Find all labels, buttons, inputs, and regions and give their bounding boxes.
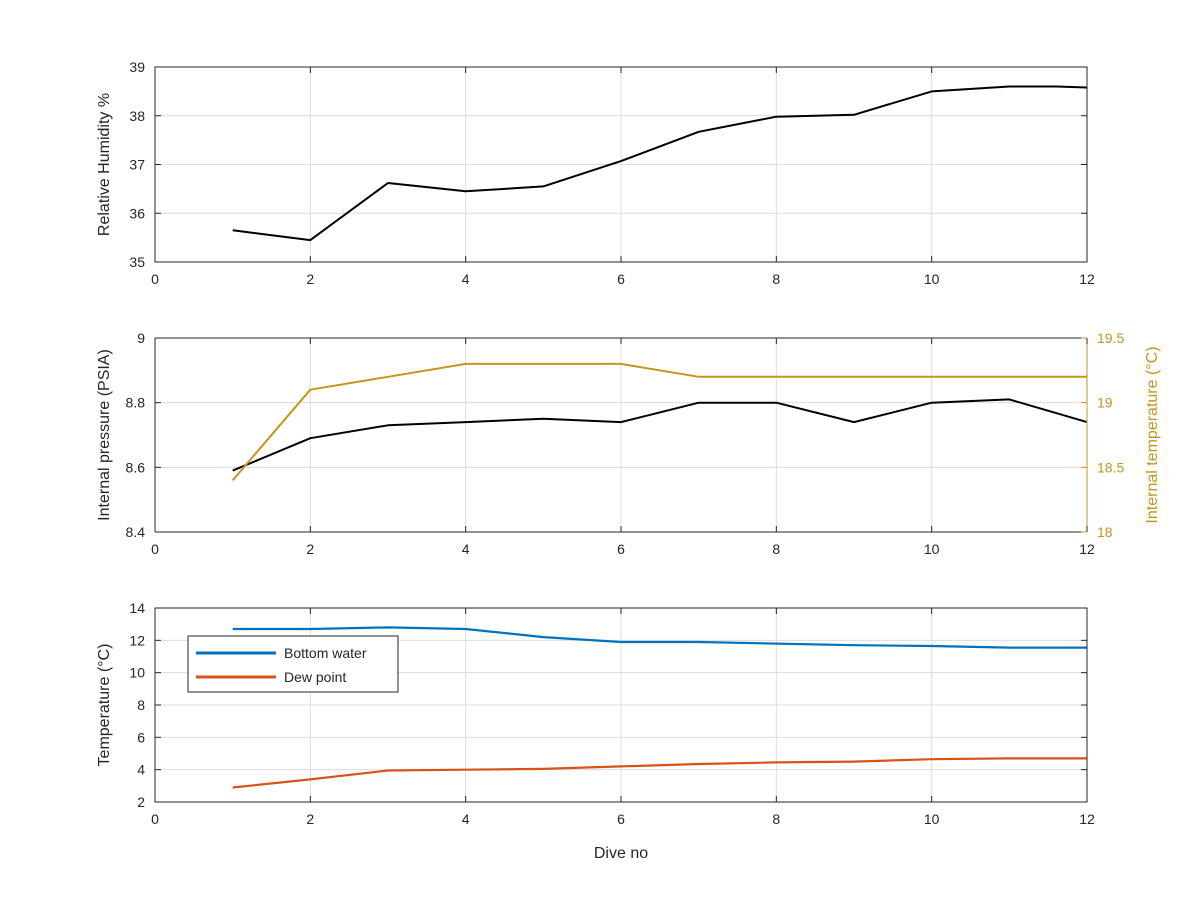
x-tick-label: 8: [772, 811, 780, 827]
x-tick-label: 10: [924, 271, 940, 287]
y-axis-label: Internal pressure (PSIA): [96, 349, 113, 521]
x-tick-label: 4: [462, 811, 470, 827]
y-tick-label: 36: [129, 205, 145, 221]
x-tick-label: 10: [924, 811, 940, 827]
x-tick-label: 12: [1079, 811, 1095, 827]
series-line-dew-point: [232, 757, 1087, 789]
y-tick-label: 8.6: [126, 459, 146, 475]
x-tick-label: 6: [617, 811, 625, 827]
y2-tick-label: 19.5: [1097, 330, 1124, 346]
x-axis-label: Dive no: [594, 845, 648, 862]
subplot-2: 0 2 4 6 8 10 12 8.4 8.6 8.8 9 18 18.5 19 19.5 Internal …: [96, 330, 1161, 557]
y-tick-label: 8: [137, 697, 145, 713]
y-tick-label: 35: [129, 254, 145, 270]
y-tick-label: 2: [137, 794, 145, 810]
legend-entry: Dew point: [284, 669, 346, 685]
x-tick-label: 10: [924, 541, 940, 557]
y2-tick-label: 18: [1097, 524, 1113, 540]
x-tick-label: 0: [151, 811, 159, 827]
series-line-bottom-water: [232, 626, 1087, 649]
y-tick-label: 9: [137, 330, 145, 346]
x-tick-label: 4: [462, 541, 470, 557]
y-tick-label: 14: [129, 600, 145, 616]
x-tick-label: 8: [772, 271, 780, 287]
x-tick-label: 2: [306, 541, 314, 557]
series-line-2: [231, 362, 1087, 481]
y-tick-label: 12: [129, 632, 145, 648]
y-axis-label: Relative Humidity %: [96, 93, 113, 236]
y-tick-label: 38: [129, 108, 145, 124]
x-tick-label: 6: [617, 541, 625, 557]
legend-box: [187, 635, 399, 693]
x-tick-label: 12: [1079, 541, 1095, 557]
legend-entry: Bottom water: [284, 645, 367, 661]
series-line-1: [232, 398, 1088, 472]
subplot-1: 0 2 4 6 8 10 12 35 36 37 38 39 Relative Humidity %: [96, 59, 1095, 287]
x-tick-label: 12: [1079, 271, 1095, 287]
y2-tick-label: 18.5: [1097, 459, 1124, 475]
y-tick-label: 8.4: [126, 524, 146, 540]
x-tick-label: 8: [772, 541, 780, 557]
y2-tick-label: 19: [1097, 395, 1113, 411]
y-tick-label: 4: [137, 762, 145, 778]
y-tick-label: 39: [129, 59, 145, 75]
y2-axis-label: Internal temperature (°C): [1144, 346, 1161, 523]
x-tick-label: 6: [617, 271, 625, 287]
y-tick-label: 10: [129, 665, 145, 681]
y-tick-label: 8.8: [126, 395, 146, 411]
y-axis-label: Temperature (°C): [96, 644, 113, 767]
series-line-1: [232, 85, 1088, 242]
x-tick-label: 4: [462, 271, 470, 287]
x-tick-label: 2: [306, 271, 314, 287]
x-tick-label: 2: [306, 811, 314, 827]
x-tick-label: 0: [151, 271, 159, 287]
y-tick-label: 37: [129, 157, 145, 173]
legend: Bottom water Dew point: [187, 635, 399, 693]
y-tick-label: 6: [137, 729, 145, 745]
x-tick-label: 0: [151, 541, 159, 557]
